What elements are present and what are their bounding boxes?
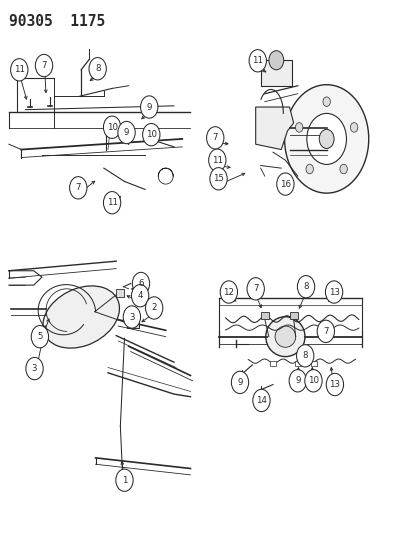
Circle shape: [35, 54, 52, 77]
Circle shape: [247, 278, 264, 300]
Circle shape: [296, 345, 313, 367]
Text: 13: 13: [328, 287, 339, 296]
Circle shape: [288, 369, 306, 392]
Text: 8: 8: [95, 64, 100, 73]
Bar: [289, 312, 297, 319]
Circle shape: [297, 276, 314, 298]
Text: 8: 8: [303, 282, 308, 291]
Circle shape: [268, 51, 283, 70]
Circle shape: [140, 96, 157, 118]
Circle shape: [31, 326, 48, 348]
Circle shape: [209, 167, 227, 190]
Text: 10: 10: [307, 376, 318, 385]
Circle shape: [89, 58, 106, 80]
Text: 7: 7: [75, 183, 81, 192]
Circle shape: [322, 97, 330, 107]
Bar: [260, 312, 268, 319]
Ellipse shape: [274, 326, 295, 348]
Text: 16: 16: [279, 180, 290, 189]
Text: 3: 3: [129, 312, 134, 321]
Circle shape: [252, 389, 269, 411]
Circle shape: [26, 358, 43, 379]
Circle shape: [132, 272, 149, 295]
Bar: [105, 126, 111, 131]
Text: 9: 9: [294, 376, 300, 385]
Circle shape: [145, 297, 162, 319]
Circle shape: [123, 306, 140, 328]
Circle shape: [206, 127, 223, 149]
Circle shape: [339, 164, 347, 174]
Circle shape: [103, 191, 121, 214]
Text: 11: 11: [252, 56, 263, 65]
Text: 10: 10: [106, 123, 117, 132]
Text: 4: 4: [137, 291, 142, 300]
Circle shape: [116, 469, 133, 491]
Text: 9: 9: [146, 102, 152, 111]
Text: 9: 9: [123, 128, 129, 137]
Circle shape: [295, 123, 302, 132]
Text: 7: 7: [212, 133, 218, 142]
Bar: [269, 361, 275, 367]
Text: 3: 3: [32, 364, 37, 373]
Circle shape: [306, 114, 346, 165]
Text: 11: 11: [14, 66, 25, 74]
Text: 1: 1: [121, 476, 127, 484]
Circle shape: [69, 176, 87, 199]
Text: 2: 2: [151, 303, 157, 312]
Text: 13: 13: [329, 380, 339, 389]
Text: 14: 14: [255, 396, 266, 405]
Bar: [126, 125, 131, 130]
Circle shape: [318, 130, 333, 149]
Circle shape: [208, 149, 225, 171]
Text: 10: 10: [145, 130, 157, 139]
Bar: [126, 318, 139, 328]
Bar: [261, 60, 292, 86]
Circle shape: [231, 371, 248, 393]
Circle shape: [131, 285, 148, 307]
Circle shape: [305, 164, 313, 174]
Text: 7: 7: [252, 284, 258, 293]
Text: 5: 5: [37, 332, 43, 341]
Circle shape: [284, 85, 368, 193]
Text: 11: 11: [106, 198, 117, 207]
Text: 12: 12: [223, 287, 234, 296]
Circle shape: [11, 59, 28, 81]
Text: 15: 15: [213, 174, 223, 183]
Text: 11: 11: [211, 156, 222, 165]
Text: 6: 6: [138, 279, 143, 288]
Circle shape: [220, 281, 237, 303]
Ellipse shape: [43, 286, 119, 348]
Bar: [294, 361, 300, 367]
Text: 7: 7: [322, 327, 328, 336]
Text: 8: 8: [302, 351, 307, 360]
Circle shape: [325, 281, 342, 303]
Circle shape: [349, 123, 357, 132]
Circle shape: [316, 320, 334, 343]
Circle shape: [276, 173, 293, 195]
Circle shape: [103, 116, 121, 139]
Text: 7: 7: [41, 61, 47, 70]
Circle shape: [249, 50, 266, 72]
Polygon shape: [255, 107, 293, 150]
Text: 90305  1175: 90305 1175: [9, 14, 105, 29]
Circle shape: [304, 369, 321, 392]
Circle shape: [142, 124, 159, 146]
Bar: [311, 361, 316, 367]
Circle shape: [118, 122, 135, 144]
Bar: [116, 289, 124, 297]
Text: 9: 9: [237, 378, 242, 387]
Ellipse shape: [265, 317, 304, 357]
Circle shape: [325, 373, 343, 395]
